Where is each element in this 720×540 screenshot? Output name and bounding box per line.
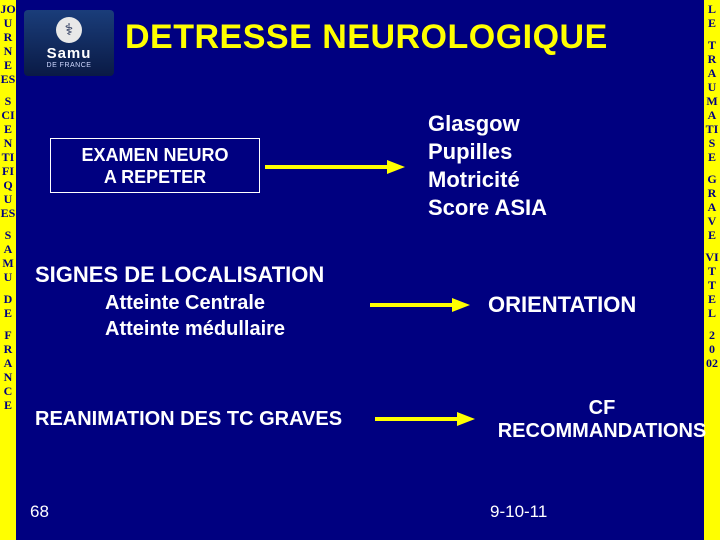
glasgow-list: GlasgowPupillesMotricitéScore ASIA [428, 110, 547, 222]
strip-letter: T [704, 38, 720, 52]
page-number: 68 [30, 502, 49, 522]
strip-letter [704, 30, 720, 38]
strip-letter: U [0, 192, 16, 206]
orientation-label: ORIENTATION [488, 292, 636, 318]
strip-letter: FI [0, 164, 16, 178]
exam-line1: EXAMEN NEURO [81, 145, 228, 165]
exam-box: EXAMEN NEURO A REPETER [50, 138, 260, 193]
cf-recommandations: CF RECOMMANDATIONS [486, 397, 718, 443]
strip-letter: 0 [704, 342, 720, 356]
samu-logo: ⚕ Samu DE FRANCE [24, 10, 114, 76]
strip-letter [0, 220, 16, 228]
strip-letter: T [704, 264, 720, 278]
strip-letter [0, 86, 16, 94]
glasgow-item: Pupilles [428, 138, 547, 166]
cf-line2: RECOMMANDATIONS [498, 420, 707, 442]
strip-letter: A [704, 66, 720, 80]
strip-letter: M [704, 94, 720, 108]
strip-letter: E [704, 16, 720, 30]
strip-letter: U [704, 80, 720, 94]
strip-letter: 2 [704, 328, 720, 342]
strip-letter: F [0, 328, 16, 342]
strip-letter: E [704, 292, 720, 306]
strip-letter [704, 320, 720, 328]
logo-title: Samu [47, 45, 92, 62]
strip-letter: R [704, 186, 720, 200]
arrow-icon [370, 298, 470, 312]
strip-letter: ES [0, 206, 16, 220]
caduceus-icon: ⚕ [56, 17, 82, 43]
strip-letter: U [0, 270, 16, 284]
strip-letter: N [0, 44, 16, 58]
strip-letter: JO [0, 2, 16, 16]
slide-title: DETRESSE NEUROLOGIQUE [125, 18, 608, 57]
logo-subtitle: DE FRANCE [47, 62, 92, 69]
strip-letter: VI [704, 250, 720, 264]
strip-letter: L [704, 306, 720, 320]
left-strip: JOURNEESSCIENTIFIQUESSAMUDEFRANCE [0, 0, 16, 540]
arrow-icon [265, 160, 405, 174]
strip-letter: U [0, 16, 16, 30]
right-strip: LETRAUMATISEGRAVEVITTEL2002 [704, 0, 720, 540]
strip-letter: E [0, 58, 16, 72]
strip-letter [704, 242, 720, 250]
strip-letter: 02 [704, 356, 720, 370]
strip-letter [0, 320, 16, 328]
strip-letter: S [0, 228, 16, 242]
reanimation-label: REANIMATION DES TC GRAVES [35, 408, 342, 431]
glasgow-item: Motricité [428, 166, 547, 194]
atteinte-line1: Atteinte Centrale [105, 292, 265, 314]
strip-letter: E [0, 306, 16, 320]
exam-box-text: EXAMEN NEURO A REPETER [81, 144, 228, 188]
strip-letter: TI [0, 150, 16, 164]
strip-letter: E [0, 398, 16, 412]
strip-letter: N [0, 136, 16, 150]
strip-letter: S [704, 136, 720, 150]
strip-letter: TI [704, 122, 720, 136]
strip-letter: V [704, 214, 720, 228]
strip-letter: E [0, 122, 16, 136]
atteinte-list: Atteinte Centrale Atteinte médullaire [105, 290, 285, 342]
atteinte-line2: Atteinte médullaire [105, 318, 285, 340]
strip-letter: A [0, 356, 16, 370]
slide-date: 9-10-11 [490, 502, 547, 522]
arrow-icon [375, 412, 475, 426]
strip-letter: L [704, 2, 720, 16]
strip-letter: R [0, 342, 16, 356]
strip-letter [0, 284, 16, 292]
strip-letter: D [0, 292, 16, 306]
strip-letter: C [0, 384, 16, 398]
strip-letter: G [704, 172, 720, 186]
strip-letter: T [704, 278, 720, 292]
strip-letter [704, 164, 720, 172]
strip-letter: R [704, 52, 720, 66]
exam-line2: A REPETER [104, 167, 206, 187]
strip-letter: ES [0, 72, 16, 86]
strip-letter: A [704, 108, 720, 122]
strip-letter: M [0, 256, 16, 270]
strip-letter: E [704, 150, 720, 164]
cf-line1: CF [589, 397, 616, 419]
strip-letter: A [704, 200, 720, 214]
signes-heading: SIGNES DE LOCALISATION [35, 262, 324, 288]
strip-letter: R [0, 30, 16, 44]
strip-letter: N [0, 370, 16, 384]
strip-letter: A [0, 242, 16, 256]
strip-letter: S [0, 94, 16, 108]
strip-letter: CI [0, 108, 16, 122]
strip-letter: Q [0, 178, 16, 192]
glasgow-item: Glasgow [428, 110, 547, 138]
strip-letter: E [704, 228, 720, 242]
glasgow-item: Score ASIA [428, 194, 547, 222]
